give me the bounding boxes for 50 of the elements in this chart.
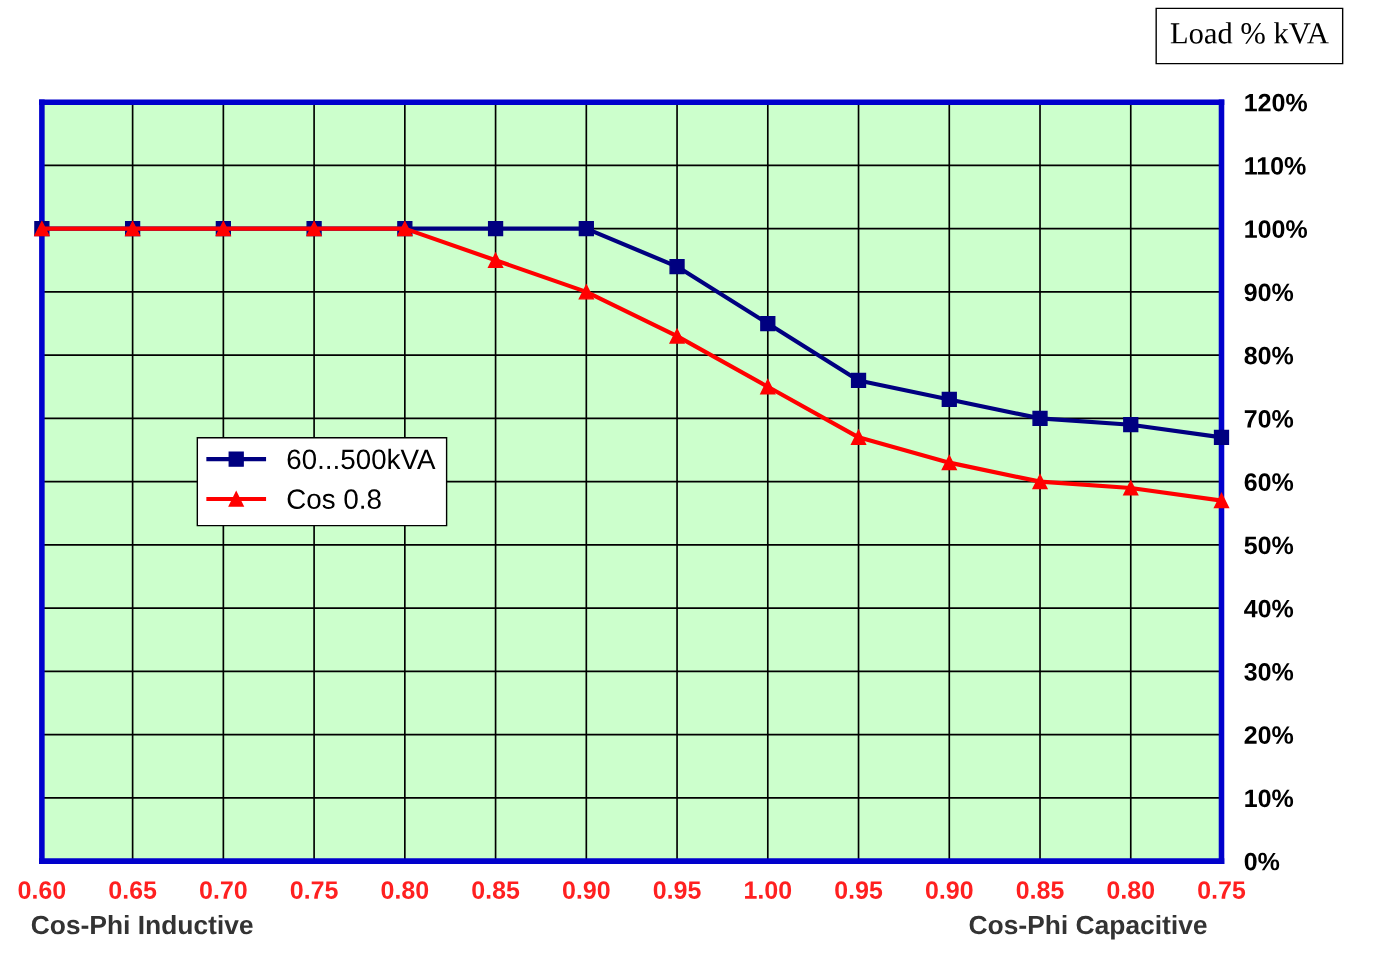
x-tick-label: 0.95 [653,881,701,899]
point [850,429,867,446]
y-tick-label: 30% [1244,662,1294,681]
point [1032,473,1048,490]
point [760,315,776,332]
point [578,284,594,300]
x-tick-label: 0.75 [290,881,338,899]
point [1213,429,1230,446]
y-tick-label: 20% [1244,726,1294,744]
y-tick-label: 40% [1244,599,1294,618]
point [760,379,776,395]
x-tick-label: 1.00 [745,881,792,899]
point [941,391,957,408]
point [850,372,867,389]
legend-label: Cos 0.8 [287,489,381,509]
y-tick-label: 70% [1244,409,1294,428]
point [487,221,504,237]
point [487,252,504,268]
x-tick-label: 0.70 [200,881,247,899]
point [1032,410,1048,427]
y-tick-label: 110% [1245,157,1306,175]
point [1123,417,1139,433]
y-tick-label: 60% [1244,473,1294,491]
y-tick-label: 90% [1244,283,1294,302]
y-tick-label: 0% [1244,852,1280,871]
x-tick-label: 0.95 [835,881,883,899]
x-tick-label: 0.65 [109,881,157,899]
x-tick-label: 0.90 [562,881,610,899]
point [941,455,957,471]
y-tick-label: 120% [1245,93,1307,112]
point [1213,492,1230,509]
x-tick-label: 0.80 [381,881,429,899]
text: Cos-Phi Capacitive [969,914,1207,940]
y-tick-label: 50% [1244,536,1294,555]
x-tick-label: 0.80 [1107,881,1155,899]
y-tick-label: 80% [1244,346,1294,365]
x-tick-label: 0.85 [472,881,520,899]
x-tick-label: 0.60 [18,881,66,899]
y-tick-label: 10% [1245,789,1294,808]
x-axis-title: Cos-Phi Inductive [31,914,253,935]
legend-label: 60...500kVA [287,448,436,470]
point [669,258,685,275]
x-tick-label: 0.75 [1198,881,1246,899]
point [669,328,685,344]
x-tick-label: 0.85 [1016,881,1064,899]
y-tick-label: 100% [1245,220,1307,238]
point [1123,480,1139,496]
y-axis-title: Load % kVA [1170,22,1329,44]
x-tick-label: 0.90 [925,881,973,899]
point [578,221,594,237]
